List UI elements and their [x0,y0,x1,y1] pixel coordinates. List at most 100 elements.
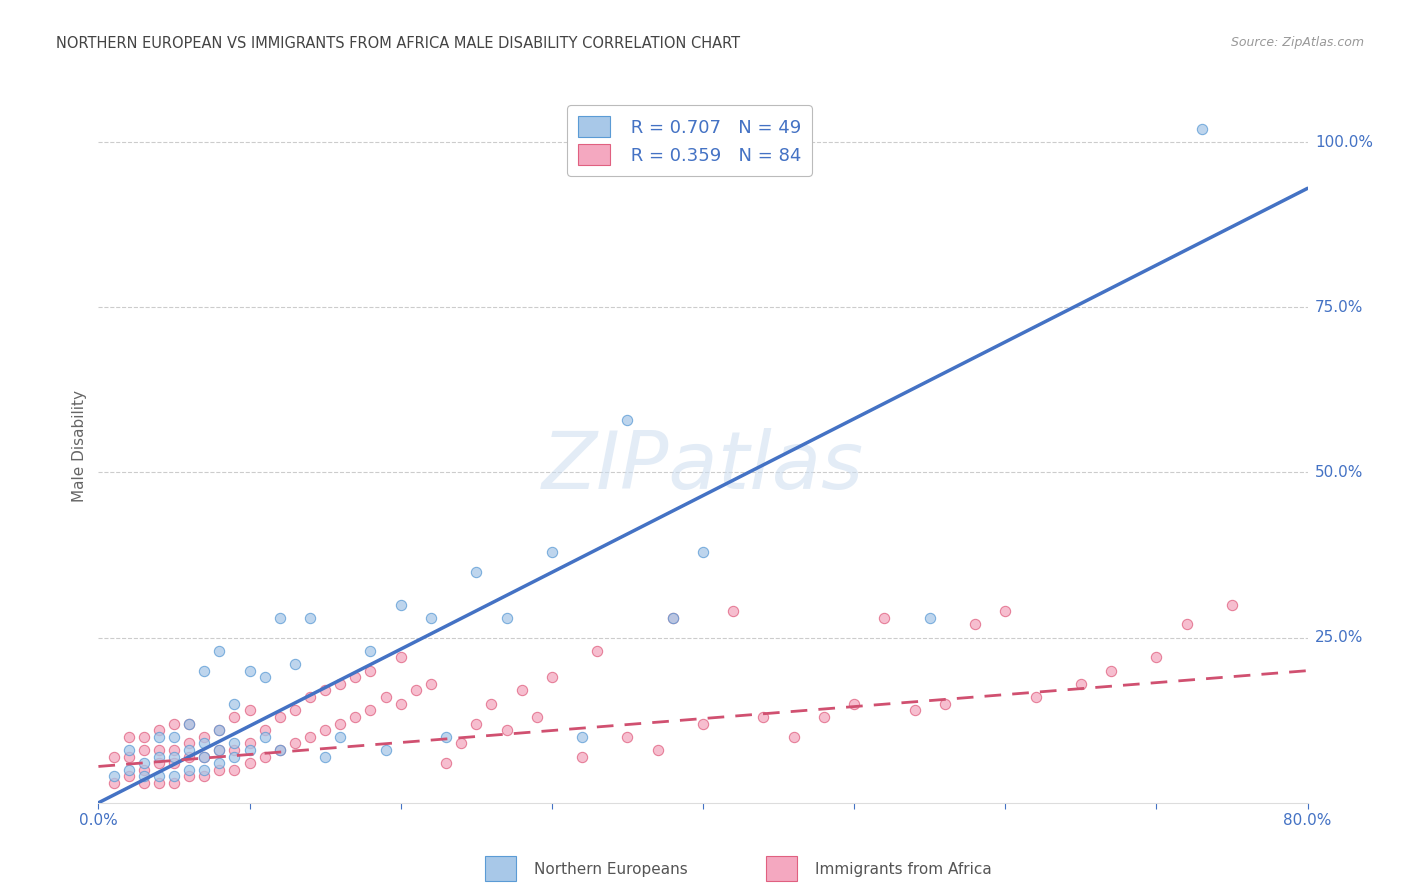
Point [510,683,533,698]
Point [1175,617,1198,632]
Point [299,690,322,704]
Point [526,710,548,724]
Point [284,703,307,717]
Point [299,611,322,625]
Point [1099,664,1122,678]
Point [132,763,155,777]
Point [239,743,262,757]
Point [540,545,562,559]
Point [208,723,231,738]
Point [314,723,336,738]
Point [934,697,956,711]
Point [163,743,186,757]
Point [269,611,291,625]
Text: ZIPatlas: ZIPatlas [541,428,865,507]
Point [163,769,186,783]
Text: 25.0%: 25.0% [1315,630,1364,645]
Point [1220,598,1243,612]
Point [419,611,441,625]
Text: Immigrants from Africa: Immigrants from Africa [815,863,993,877]
Point [374,690,396,704]
Point [571,730,593,744]
Point [465,716,488,731]
Point [434,756,457,771]
Point [344,670,367,684]
Point [118,769,141,783]
Point [132,756,155,771]
Point [163,716,186,731]
Point [434,730,457,744]
Point [224,736,246,750]
Point [904,703,927,717]
Text: Northern Europeans: Northern Europeans [534,863,688,877]
Point [752,710,775,724]
Point [782,730,804,744]
Point [208,743,231,757]
Point [360,664,382,678]
Point [177,743,201,757]
Point [224,697,246,711]
Point [994,604,1017,618]
Point [148,749,170,764]
Point [132,769,155,783]
Point [329,730,352,744]
Point [661,611,683,625]
Point [450,736,472,750]
Point [721,604,744,618]
Point [284,657,307,671]
Point [193,763,215,777]
Point [193,769,215,783]
Point [586,644,609,658]
Point [163,776,186,790]
Point [163,756,186,771]
Point [329,716,352,731]
Point [163,749,186,764]
Point [465,565,488,579]
Point [1024,690,1046,704]
Text: NORTHERN EUROPEAN VS IMMIGRANTS FROM AFRICA MALE DISABILITY CORRELATION CHART: NORTHERN EUROPEAN VS IMMIGRANTS FROM AFR… [56,36,741,51]
Point [103,769,125,783]
Text: 75.0%: 75.0% [1315,300,1364,315]
Point [616,730,638,744]
Point [132,776,155,790]
Legend:  R = 0.707   N = 49,  R = 0.359   N = 84: R = 0.707 N = 49, R = 0.359 N = 84 [567,105,811,176]
Point [208,756,231,771]
Point [692,545,714,559]
Point [224,763,246,777]
Point [239,736,262,750]
Point [253,730,276,744]
Point [103,749,125,764]
Point [1144,650,1167,665]
Point [177,749,201,764]
Point [314,749,336,764]
Point [118,743,141,757]
Point [118,763,141,777]
Point [389,598,412,612]
Point [208,743,231,757]
Point [253,670,276,684]
Text: 100.0%: 100.0% [1315,135,1374,150]
Point [389,650,412,665]
Point [148,769,170,783]
Point [177,769,201,783]
Point [239,664,262,678]
Point [132,730,155,744]
Point [269,743,291,757]
Point [224,743,246,757]
Point [965,617,987,632]
Point [647,743,669,757]
Point [918,611,941,625]
Point [344,710,367,724]
Point [360,644,382,658]
Point [374,743,396,757]
Point [269,710,291,724]
Point [208,644,231,658]
Point [329,677,352,691]
Point [269,743,291,757]
Point [389,697,412,711]
Point [118,730,141,744]
Point [208,763,231,777]
Point [148,776,170,790]
Point [1191,121,1213,136]
Point [132,743,155,757]
